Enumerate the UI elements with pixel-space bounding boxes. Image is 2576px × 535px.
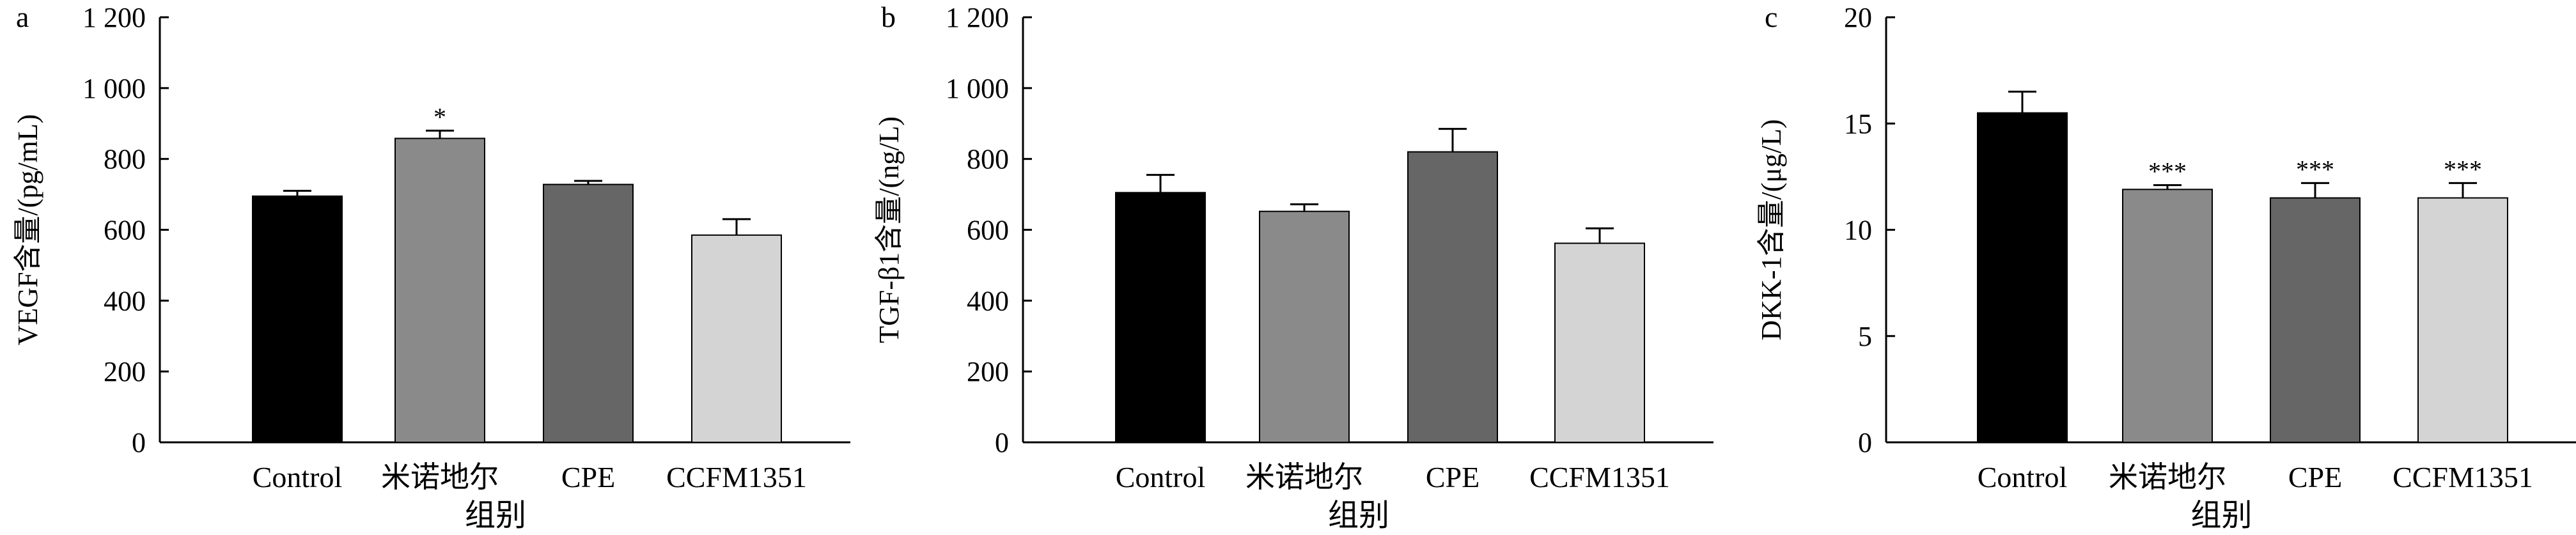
x-tick-label: CCFM1351 (2393, 461, 2533, 493)
x-tick-label: Control (1978, 461, 2068, 493)
x-tick-label: CPE (1426, 461, 1479, 493)
significance-marker: *** (2444, 155, 2482, 183)
bar (1554, 242, 1645, 443)
y-tick-label: 1 200 (946, 2, 1009, 33)
y-tick-label: 800 (967, 144, 1009, 175)
significance-marker: *** (2296, 155, 2334, 183)
y-tick-label: 400 (104, 285, 146, 316)
x-axis-title: 组别 (1328, 499, 1389, 532)
y-tick-label: 800 (104, 144, 146, 175)
y-tick-label: 0 (995, 427, 1009, 458)
x-tick-label: Control (1116, 461, 1206, 493)
x-tick-label: CPE (561, 461, 615, 493)
y-tick-label: 1 000 (82, 73, 146, 104)
y-axis-title: VEGF含量/(pg/mL) (12, 114, 43, 346)
y-tick-label: 1 000 (946, 73, 1009, 104)
bar (1259, 210, 1350, 443)
y-tick-label: 0 (1858, 427, 1872, 458)
x-tick-label: CCFM1351 (1529, 461, 1670, 493)
y-tick-label: 10 (1844, 215, 1872, 246)
bar (1977, 112, 2068, 443)
bar (691, 234, 782, 443)
bar (394, 137, 485, 443)
bar (2122, 189, 2213, 443)
y-tick-label: 400 (967, 285, 1009, 316)
x-tick-label: CCFM1351 (666, 461, 807, 493)
y-tick-label: 5 (1858, 321, 1872, 352)
y-tick-label: 0 (132, 427, 146, 458)
y-tick-label: 1 200 (82, 2, 146, 33)
bar (1115, 192, 1206, 443)
x-tick-label: CPE (2288, 461, 2342, 493)
bar (2270, 197, 2361, 443)
significance-marker: * (433, 102, 446, 131)
panel-label: b (881, 1, 896, 33)
y-tick-label: 600 (967, 215, 1009, 246)
significance-marker: *** (2148, 157, 2187, 186)
x-tick-label: Control (253, 461, 343, 493)
panel-label: a (16, 1, 29, 33)
y-tick-label: 20 (1844, 2, 1872, 33)
panel-label: c (1765, 1, 1777, 33)
y-axis-title: TGF-β1含量/(ng/L) (873, 116, 905, 343)
y-tick-label: 600 (104, 215, 146, 246)
y-tick-label: 200 (104, 356, 146, 387)
x-tick-label: 米诺地尔 (381, 461, 499, 493)
y-tick-label: 15 (1844, 108, 1872, 139)
y-axis-title: DKK-1含量/(μg/L) (1756, 119, 1787, 340)
x-tick-label: 米诺地尔 (1245, 461, 1363, 493)
bar (543, 183, 634, 443)
x-axis-title: 组别 (2190, 499, 2252, 532)
bar (1407, 151, 1498, 443)
y-tick-label: 200 (967, 356, 1009, 387)
x-axis-title: 组别 (465, 499, 526, 532)
x-tick-label: 米诺地尔 (2109, 461, 2226, 493)
bar (252, 195, 343, 443)
bar (2417, 197, 2508, 443)
